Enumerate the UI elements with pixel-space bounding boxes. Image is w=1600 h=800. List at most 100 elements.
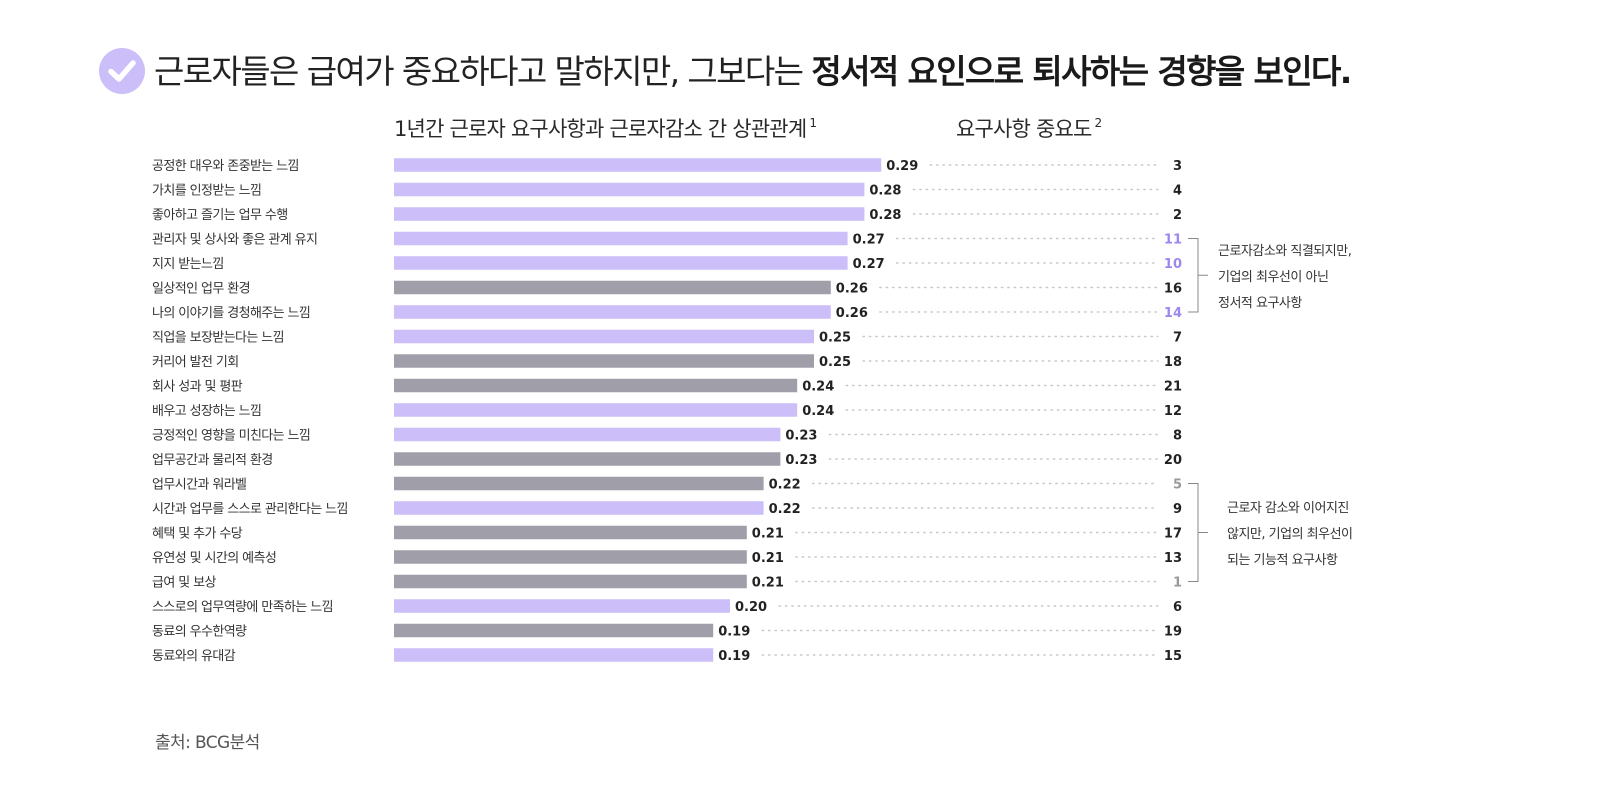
category-label: 커리어 발전 기회	[152, 355, 239, 370]
bar	[394, 525, 747, 540]
bar	[394, 231, 848, 246]
bar	[394, 329, 814, 344]
bar	[394, 403, 798, 417]
importance-rank: 11	[1164, 233, 1182, 248]
importance-column-title: 요구사항 중요도 2	[956, 108, 1103, 144]
note-line: 정서적 요구사항	[1218, 296, 1302, 311]
category-label: 동료와의 유대감	[152, 649, 236, 664]
annotation-bracket	[1188, 238, 1208, 313]
value-label: 0.29	[886, 159, 918, 174]
category-label: 유연성 및 시간의 예측성	[152, 551, 276, 566]
bar	[394, 452, 781, 466]
value-label: 0.21	[752, 551, 784, 566]
bar	[394, 182, 865, 197]
importance-rank: 5	[1173, 478, 1182, 493]
category-label: 지지 받는느낌	[152, 257, 224, 272]
category-label: 급여 및 보상	[152, 576, 217, 591]
category-label: 좋아하고 즐기는 업무 수행	[152, 207, 288, 223]
importance-rank: 18	[1164, 355, 1182, 370]
category-label: 스스로의 업무역량에 만족하는 느낌	[152, 600, 333, 615]
bar	[394, 280, 831, 295]
correlation-bar-chart: 공정한 대우와 존중받는 느낌 0.29 3 가치를 인정받는 느낌 0.28 4 좋아하고…	[152, 158, 1208, 664]
bar	[394, 501, 764, 515]
value-label: 0.26	[836, 306, 868, 321]
importance-rank: 9	[1173, 502, 1182, 517]
importance-rank: 2	[1173, 208, 1182, 223]
category-label: 동료의 우수한역량	[152, 625, 247, 640]
note-line: 않지만, 기업의 최우선이	[1227, 527, 1353, 542]
bar	[394, 158, 882, 172]
page-title: 근로자들은 급여가 중요하다고 말하지만, 그보다는 정서적 요인으로 퇴사하는…	[154, 46, 1352, 98]
category-label: 시간과 업무를 스스로 관리한다는 느낌	[152, 502, 348, 517]
importance-rank: 14	[1164, 306, 1182, 321]
category-label: 업무공간과 물리적 환경	[152, 453, 273, 468]
importance-rank: 17	[1164, 527, 1182, 542]
functional-needs-note: 근로자 감소와 이어지진 않지만, 기업의 최우선이 되는 기능적 요구사항	[1227, 496, 1353, 574]
value-label: 0.23	[785, 453, 817, 468]
value-label: 0.22	[769, 478, 801, 493]
bar	[394, 305, 831, 319]
value-label: 0.28	[869, 184, 901, 199]
correlation-column-title: 1년간 근로자 요구사항과 근로자감소 간 상관관계 1	[394, 108, 817, 144]
importance-rank: 8	[1173, 429, 1182, 444]
importance-rank: 1	[1173, 576, 1182, 591]
bar	[394, 599, 730, 613]
importance-footnote-mark: 2	[1094, 116, 1103, 130]
value-label: 0.19	[718, 649, 750, 664]
importance-rank: 6	[1173, 600, 1182, 615]
importance-title-text: 요구사항 중요도	[956, 117, 1092, 141]
bar	[394, 427, 781, 442]
importance-rank: 13	[1164, 551, 1182, 566]
category-label: 관리자 및 상사와 좋은 관계 유지	[152, 233, 317, 248]
importance-rank: 21	[1164, 380, 1182, 395]
emotional-needs-note: 근로자감소와 직결되지만, 기업의 최우선이 아닌 정서적 요구사항	[1218, 239, 1352, 317]
value-label: 0.21	[752, 527, 784, 542]
category-label: 공정한 대우와 존중받는 느낌	[152, 159, 299, 174]
bar	[394, 476, 764, 491]
bar	[394, 378, 798, 393]
value-label: 0.19	[718, 625, 750, 640]
source-note: 출처: BCG분석	[155, 733, 260, 753]
bar	[394, 574, 747, 589]
value-label: 0.20	[735, 600, 767, 615]
bar	[394, 648, 714, 662]
note-line: 되는 기능적 요구사항	[1227, 553, 1338, 568]
correlation-title-text: 1년간 근로자 요구사항과 근로자감소 간 상관관계	[394, 117, 807, 141]
title-bold: 정서적 요인으로 퇴사하는 경향을 보인다.	[811, 52, 1352, 91]
category-label: 긍정적인 영향을 미친다는 느낌	[152, 429, 310, 444]
category-label: 업무시간과 워라벨	[152, 478, 246, 493]
category-label: 회사 성과 및 평판	[152, 380, 243, 395]
category-label: 가치를 인정받는 느낌	[152, 184, 261, 199]
check-circle-icon	[99, 48, 145, 94]
importance-rank: 10	[1164, 257, 1182, 272]
category-label: 직업을 보장받는다는 느낌	[152, 331, 284, 346]
title-regular: 근로자들은 급여가 중요하다고 말하지만, 그보다는	[154, 52, 812, 91]
value-label: 0.24	[802, 404, 834, 419]
bar	[394, 354, 814, 368]
importance-rank: 7	[1173, 331, 1182, 346]
note-line: 근로자감소와 직결되지만,	[1218, 244, 1352, 259]
bar	[394, 550, 747, 564]
annotation-bracket	[1188, 483, 1208, 582]
category-label: 혜택 및 추가 수당	[152, 527, 243, 542]
note-line: 기업의 최우선이 아닌	[1218, 270, 1329, 285]
note-line: 근로자 감소와 이어지진	[1227, 501, 1349, 516]
importance-rank: 15	[1164, 649, 1182, 664]
bar	[394, 207, 865, 221]
bar	[394, 256, 848, 270]
value-label: 0.26	[836, 282, 868, 297]
bar	[394, 623, 714, 638]
value-label: 0.22	[769, 502, 801, 517]
importance-rank: 20	[1164, 453, 1182, 468]
importance-rank: 3	[1173, 159, 1182, 174]
value-label: 0.21	[752, 576, 784, 591]
importance-rank: 4	[1173, 184, 1182, 199]
importance-rank: 12	[1164, 404, 1182, 419]
value-label: 0.28	[869, 208, 901, 223]
category-label: 배우고 성장하는 느낌	[152, 404, 261, 419]
category-label: 나의 이야기를 경청해주는 느낌	[152, 306, 310, 321]
value-label: 0.25	[819, 355, 851, 370]
correlation-footnote-mark: 1	[809, 116, 817, 130]
value-label: 0.23	[785, 429, 817, 444]
value-label: 0.25	[819, 331, 851, 346]
